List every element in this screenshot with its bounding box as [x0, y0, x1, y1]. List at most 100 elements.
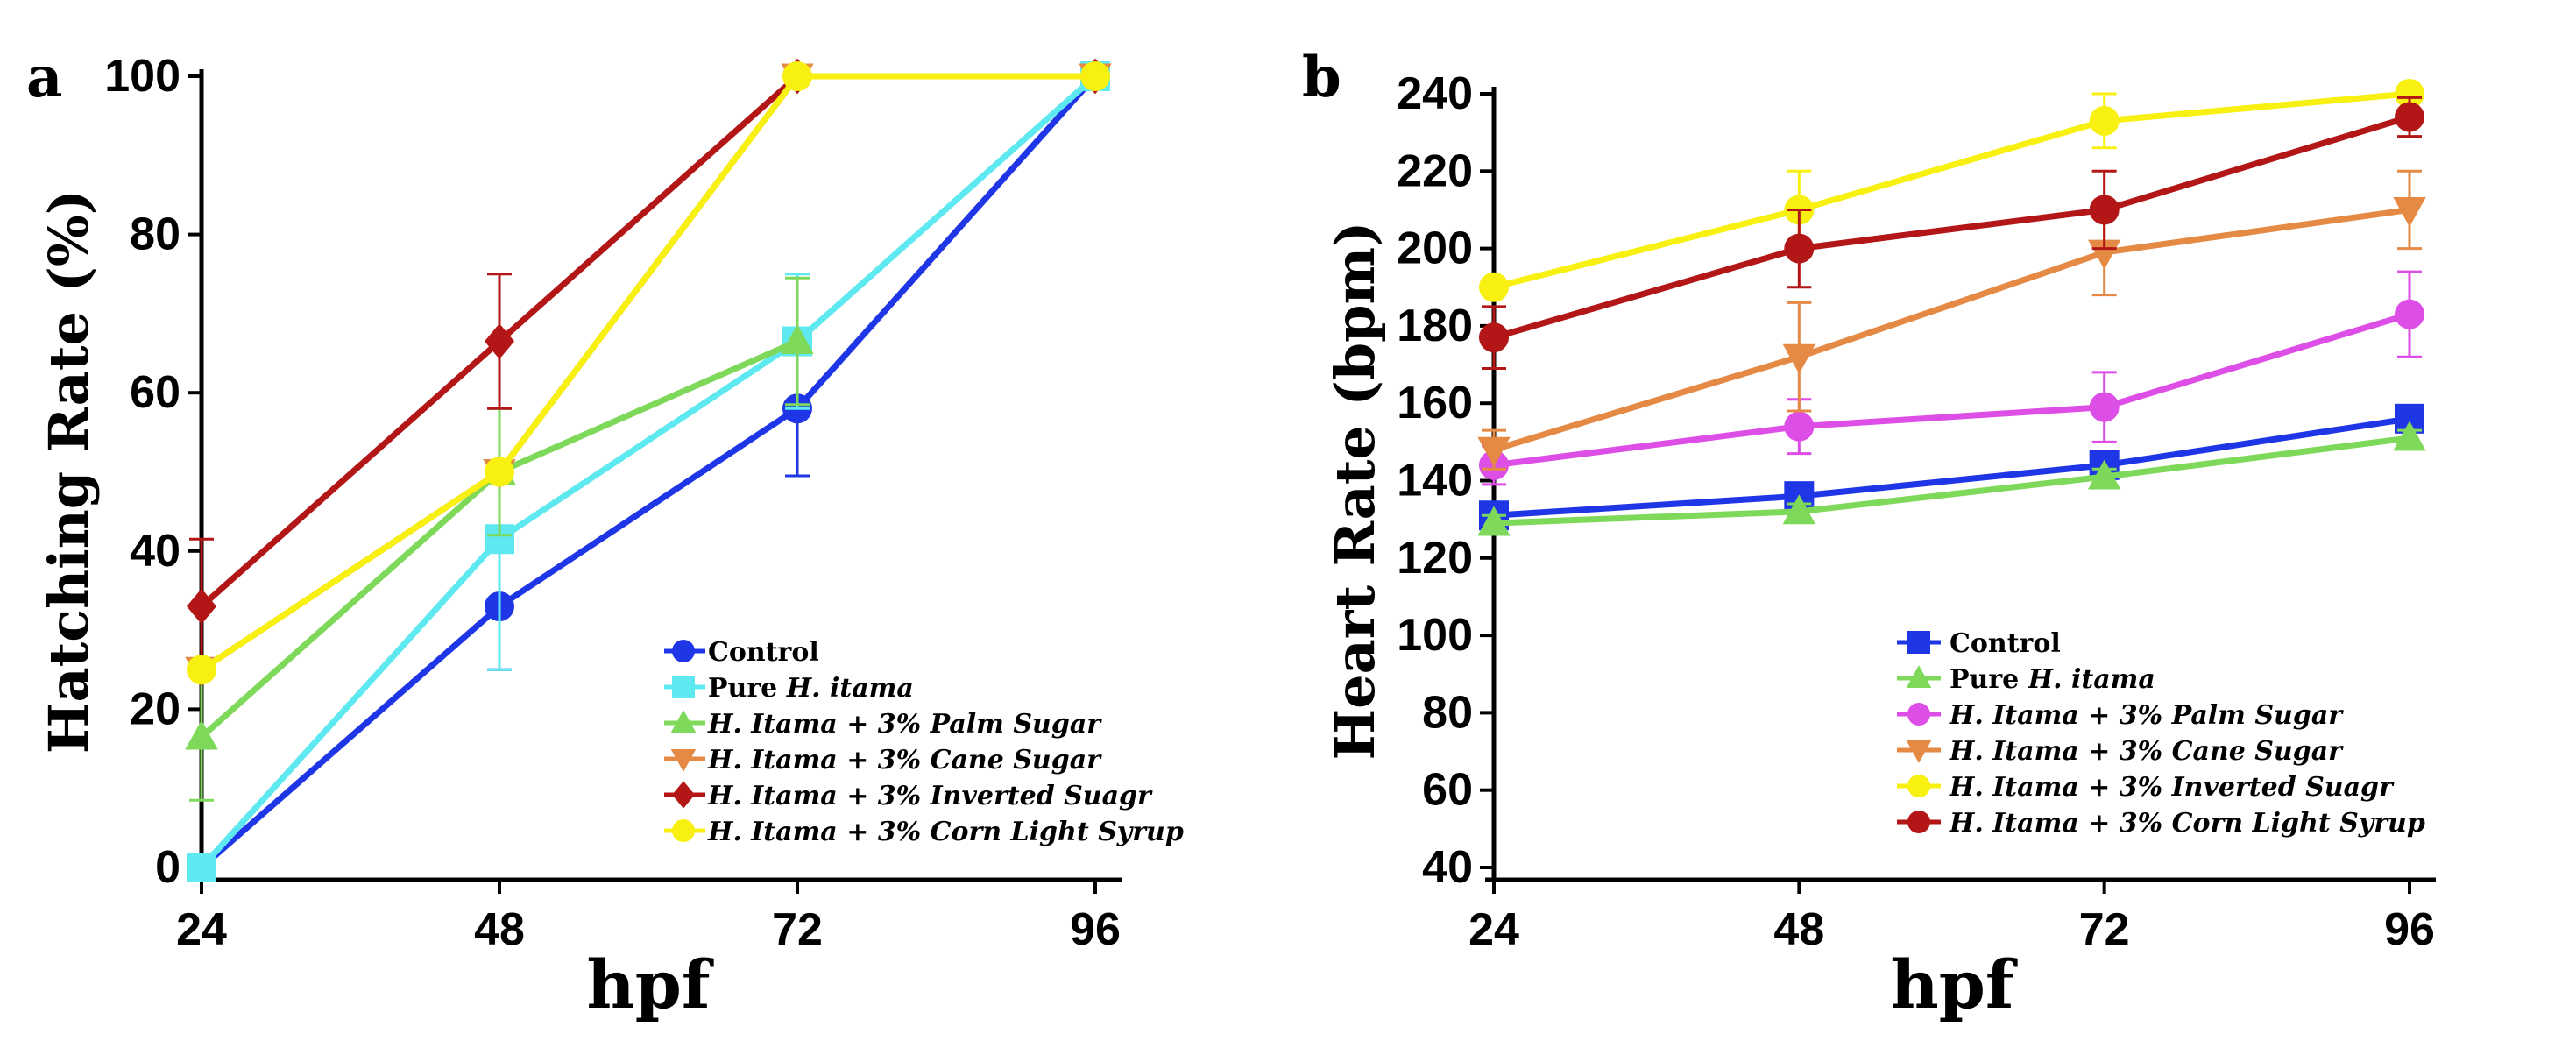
series-line: [1493, 90, 2410, 291]
legend-marker: [672, 781, 695, 809]
legend-label: Control: [1950, 628, 2061, 659]
data-point: [2393, 197, 2426, 227]
legend-label-italic: H. Itama + 3% Inverted Suagr: [707, 781, 1153, 811]
legend-label: H. Itama + 3% Inverted Suagr: [707, 781, 1153, 811]
series-line: [1493, 435, 2410, 527]
panel-a-letter: a: [26, 45, 62, 110]
legend-label-italic: H. Itama + 3% Corn Light Syrup: [1949, 808, 2425, 839]
legend-label: Control: [708, 637, 819, 668]
legend-label: H. Itama + 3% Palm Sugar: [707, 709, 1102, 740]
data-point: [1479, 322, 1509, 353]
series-line: [1493, 114, 2411, 341]
panel-b-axes: 40 60 80 100 120 140 160 180 200 220 240 24 48 72 96: [1397, 68, 2436, 955]
panel-a: a Hatching Rate (%) hpf 0 20 40 60 80 100 24 48…: [26, 45, 1184, 1023]
legend-label-text: Control: [708, 637, 819, 668]
data-point: [1784, 411, 1815, 442]
y-tick-label: 20: [130, 683, 180, 734]
x-tick-label: 96: [1070, 904, 1121, 955]
legend-label: H. Itama + 3% Corn Light Syrup: [707, 817, 1184, 847]
panel-b-series-5: [1479, 96, 2424, 370]
legend-marker: [1906, 665, 1932, 689]
legend-label-italic: H. Itama + 3% Palm Sugar: [1949, 700, 2344, 731]
y-tick-label: 120: [1397, 533, 1473, 584]
legend-label-italic: H. itama: [2028, 664, 2155, 695]
y-tick-label: 40: [1422, 842, 1473, 893]
data-point: [2087, 239, 2121, 270]
legend-marker: [670, 710, 697, 733]
data-point: [185, 719, 218, 750]
legend-marker: [1907, 811, 1930, 833]
y-tick-label: 0: [155, 842, 180, 893]
data-point: [2395, 102, 2424, 132]
y-tick-label: 60: [1422, 765, 1473, 816]
legend-label-italic: H. Itama + 3% Cane Sugar: [1949, 736, 2344, 767]
panel-a-series-3: [185, 63, 1112, 687]
panel-b: b Heart Rate (bpm) hpf 40 60 80 100 120 140 16…: [1302, 45, 2436, 1023]
legend-label-italic: H. Itama + 3% Cane Sugar: [707, 745, 1102, 775]
data-point: [187, 853, 216, 882]
y-tick-label: 100: [1397, 610, 1473, 661]
y-tick-label: 100: [104, 51, 180, 102]
panel-b-series-3: [1477, 169, 2426, 471]
y-tick-label: 60: [130, 367, 180, 418]
data-point: [1782, 343, 1816, 374]
panel-a-series-4: [187, 58, 1110, 676]
y-tick-label: 240: [1397, 68, 1473, 119]
legend-label: H. Itama + 3% Inverted Suagr: [1949, 772, 2395, 803]
panel-b-y-axis-title: Heart Rate (bpm): [1323, 222, 1387, 761]
series-line: [200, 73, 1095, 673]
series-line: [199, 74, 1098, 870]
data-point: [1080, 61, 1110, 91]
panel-a-series-5: [187, 61, 1110, 685]
legend-label-text: Control: [1950, 628, 2061, 659]
legend-label: Pure H. itama: [708, 673, 914, 704]
legend-marker: [672, 819, 695, 842]
y-tick-label: 140: [1397, 456, 1473, 506]
data-point: [2393, 421, 2426, 451]
legend-label-italic: H. itama: [786, 673, 914, 704]
panel-b-series-1: [1477, 421, 2426, 536]
legend-label-text: Pure: [1950, 664, 2028, 695]
legend-label-italic: H. Itama + 3% Palm Sugar: [707, 709, 1102, 740]
panel-a-legend: Control Pure H. itama H. Itama + 3% Palm S…: [664, 637, 1184, 847]
legend-label: H. Itama + 3% Cane Sugar: [707, 745, 1102, 775]
series-line: [1492, 206, 2410, 453]
data-point: [187, 588, 216, 625]
legend-label: H. Itama + 3% Cane Sugar: [1949, 736, 2344, 767]
legend-label: H. Itama + 3% Corn Light Syrup: [1949, 808, 2425, 839]
legend-label-italic: H. Itama + 3% Corn Light Syrup: [707, 817, 1184, 847]
data-point: [2089, 105, 2120, 136]
legend-marker: [1907, 703, 1930, 726]
y-tick-label: 40: [130, 526, 180, 577]
series-line: [1493, 311, 2411, 469]
y-tick-label: 200: [1397, 223, 1473, 274]
x-tick-label: 48: [474, 904, 525, 955]
y-tick-label: 80: [1422, 687, 1473, 738]
data-point: [781, 323, 814, 354]
legend-label: H. Itama + 3% Palm Sugar: [1949, 700, 2344, 731]
data-point: [1477, 506, 1511, 536]
data-point: [2089, 195, 2120, 225]
legend-marker: [672, 640, 695, 662]
data-point: [1782, 494, 1816, 525]
data-point: [187, 655, 216, 685]
data-point: [2087, 459, 2121, 490]
legend-marker: [672, 676, 695, 698]
x-tick-label: 96: [2384, 904, 2435, 955]
legend-marker: [1907, 631, 1930, 654]
x-tick-label: 24: [1468, 904, 1519, 955]
panel-b-series-0: [1479, 403, 2424, 531]
series-line: [199, 74, 1098, 870]
data-point: [1479, 272, 1509, 302]
panel-b-legend: Control Pure H. itama H. Itama + 3% Palm S…: [1897, 628, 2425, 839]
legend-label-italic: H. Itama + 3% Inverted Suagr: [1949, 772, 2395, 803]
panel-a-x-axis-title: hpf: [586, 945, 713, 1023]
x-tick-label: 72: [772, 904, 823, 955]
y-tick-label: 80: [130, 209, 180, 260]
data-point: [2395, 79, 2424, 109]
legend-label-text: Pure: [708, 673, 787, 704]
data-point: [2395, 299, 2424, 329]
panel-b-letter: b: [1302, 45, 1341, 110]
legend-marker: [670, 748, 697, 772]
series-line: [1493, 415, 2410, 519]
